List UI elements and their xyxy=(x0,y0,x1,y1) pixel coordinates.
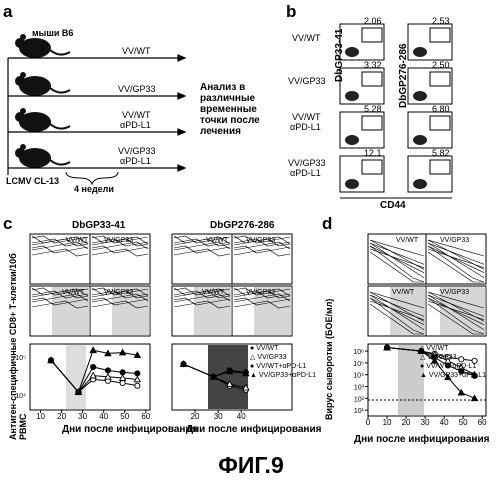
x-tick-label: 0 xyxy=(366,418,371,427)
panel-d-chart: 0 10 20 30 40 50 60 10⁶ 10⁵ 10⁴ 10³ 10² 10¹ xyxy=(0,0,502,452)
x-tick-label: 30 xyxy=(421,418,430,427)
x-tick-label: 20 xyxy=(402,418,411,427)
individual-trace xyxy=(428,246,484,282)
x-tick-label: 60 xyxy=(478,418,487,427)
y-tick-label: 10² xyxy=(354,396,365,403)
individual-trace xyxy=(370,246,424,273)
x-tick-label: 50 xyxy=(459,418,468,427)
y-tick-label: 10⁵ xyxy=(353,361,364,368)
d-xlabel: Дни после инфицирования xyxy=(354,434,489,445)
individual-trace xyxy=(428,252,484,282)
d-legend: ○ VV/WT △ VV/GP33 ● VV/WT+αPD-L1 ▲ VV/GP… xyxy=(420,344,486,380)
x-tick-label: 10 xyxy=(383,418,392,427)
individual-trace xyxy=(370,246,424,282)
y-tick-label: 10¹ xyxy=(354,408,365,415)
y-tick-label: 10³ xyxy=(354,384,365,391)
y-tick-label: 10⁴ xyxy=(353,373,364,380)
individual-trace xyxy=(428,246,484,273)
d-small-gp33: VV/GP33 xyxy=(440,236,469,246)
x-tick-label: 40 xyxy=(440,418,449,427)
d-small-gp33pd: VV/GP33 xyxy=(440,288,469,298)
figure-caption: ФИГ.9 xyxy=(0,452,502,479)
individual-trace xyxy=(370,252,424,282)
d-small-wt: VV/WT xyxy=(396,236,418,246)
data-point xyxy=(472,395,478,400)
d-small-wtpd: VV/WT xyxy=(392,288,414,298)
y-tick-label: 10⁶ xyxy=(353,349,364,356)
